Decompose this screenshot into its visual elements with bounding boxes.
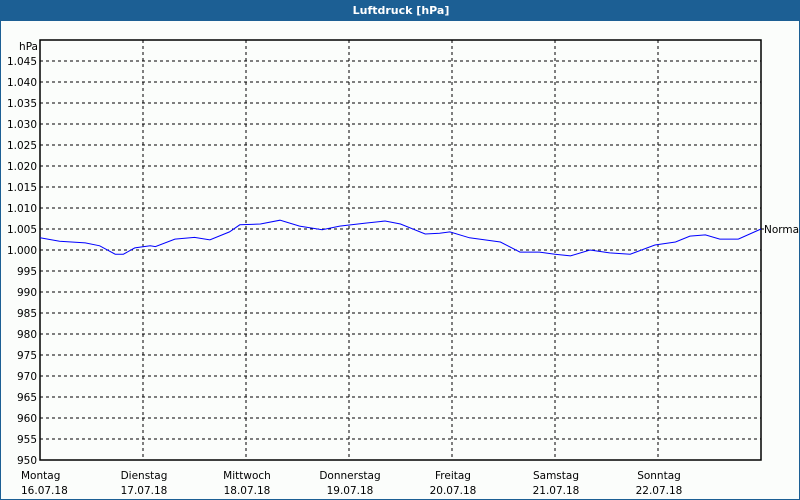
x-tick-date: 21.07.18 bbox=[533, 485, 580, 497]
y-tick-label: 995 bbox=[17, 266, 37, 278]
y-tick-label: 970 bbox=[17, 371, 37, 383]
x-tick-day: Montag bbox=[21, 470, 60, 482]
y-axis-label: hPa bbox=[19, 41, 38, 53]
x-tick-day: Dienstag bbox=[121, 470, 168, 482]
x-tick-day: Mittwoch bbox=[223, 470, 271, 482]
y-tick-label: 960 bbox=[17, 413, 37, 425]
y-tick-label: 955 bbox=[17, 434, 37, 446]
y-tick-label: 1.045 bbox=[7, 56, 37, 68]
reference-label: Normal bbox=[764, 224, 800, 236]
y-tick-label: 1.035 bbox=[7, 98, 37, 110]
x-tick-date: 22.07.18 bbox=[636, 485, 683, 497]
y-tick-label: 1.005 bbox=[7, 224, 37, 236]
x-tick-date: 19.07.18 bbox=[327, 485, 374, 497]
y-tick-label: 1.040 bbox=[7, 77, 37, 89]
y-tick-label: 1.010 bbox=[7, 203, 37, 215]
plot-frame bbox=[39, 39, 762, 461]
y-tick-label: 1.020 bbox=[7, 161, 37, 173]
pressure-series-line bbox=[39, 219, 762, 257]
x-tick-day: Sonntag bbox=[637, 470, 681, 482]
y-tick-label: 980 bbox=[17, 329, 37, 341]
y-tick-label: 965 bbox=[17, 392, 37, 404]
y-tick-label: 985 bbox=[17, 308, 37, 320]
y-tick-label: 1.000 bbox=[7, 245, 37, 257]
y-tick-label: 975 bbox=[17, 350, 37, 362]
x-tick-date: 18.07.18 bbox=[224, 485, 271, 497]
x-tick-date: 20.07.18 bbox=[430, 485, 477, 497]
y-tick-label: 1.015 bbox=[7, 182, 37, 194]
x-tick-day: Samstag bbox=[533, 470, 579, 482]
y-tick-label: 1.025 bbox=[7, 140, 37, 152]
y-tick-label: 950 bbox=[17, 455, 37, 467]
chart-title: Luftdruck [hPa] bbox=[1, 1, 800, 21]
x-tick-day: Freitag bbox=[435, 470, 471, 482]
x-tick-date: 17.07.18 bbox=[121, 485, 168, 497]
y-tick-label: 1.030 bbox=[7, 119, 37, 131]
x-tick-date: 16.07.18 bbox=[21, 485, 68, 497]
y-tick-label: 990 bbox=[17, 287, 37, 299]
x-tick-day: Donnerstag bbox=[319, 470, 380, 482]
